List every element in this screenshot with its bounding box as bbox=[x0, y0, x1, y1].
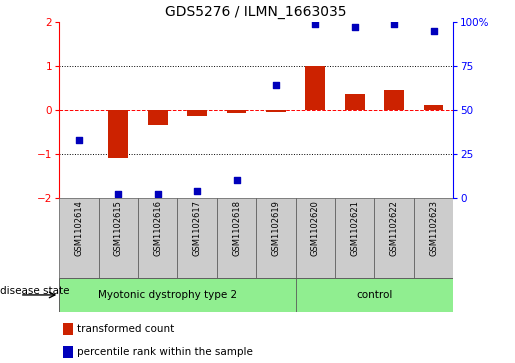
Title: GDS5276 / ILMN_1663035: GDS5276 / ILMN_1663035 bbox=[165, 5, 347, 19]
Text: GSM1102619: GSM1102619 bbox=[271, 200, 280, 256]
Point bbox=[430, 28, 438, 33]
Bar bbox=[148, 110, 167, 125]
Bar bbox=[335, 198, 374, 278]
Bar bbox=[217, 198, 256, 278]
Bar bbox=[187, 110, 207, 117]
Bar bbox=[109, 110, 128, 158]
Text: GSM1102621: GSM1102621 bbox=[350, 200, 359, 256]
Bar bbox=[305, 66, 325, 110]
Bar bbox=[296, 278, 453, 312]
Point bbox=[232, 177, 241, 183]
Bar bbox=[59, 278, 296, 312]
Text: GSM1102623: GSM1102623 bbox=[429, 200, 438, 256]
Bar bbox=[63, 323, 73, 335]
Text: GSM1102622: GSM1102622 bbox=[390, 200, 399, 256]
Text: transformed count: transformed count bbox=[77, 324, 174, 334]
Point bbox=[351, 24, 359, 30]
Text: GSM1102615: GSM1102615 bbox=[114, 200, 123, 256]
Text: GSM1102618: GSM1102618 bbox=[232, 200, 241, 256]
Point bbox=[75, 137, 83, 143]
Point bbox=[193, 188, 201, 194]
Bar bbox=[266, 110, 286, 112]
Bar bbox=[59, 198, 99, 278]
Text: GSM1102620: GSM1102620 bbox=[311, 200, 320, 256]
Bar bbox=[256, 198, 296, 278]
Text: percentile rank within the sample: percentile rank within the sample bbox=[77, 347, 253, 358]
Bar bbox=[177, 198, 217, 278]
Text: control: control bbox=[356, 290, 392, 300]
Text: disease state: disease state bbox=[0, 286, 70, 296]
Bar bbox=[227, 110, 246, 113]
Bar bbox=[63, 346, 73, 358]
Point bbox=[311, 21, 319, 26]
Bar bbox=[345, 94, 365, 110]
Point bbox=[272, 82, 280, 88]
Text: Myotonic dystrophy type 2: Myotonic dystrophy type 2 bbox=[98, 290, 237, 300]
Text: GSM1102617: GSM1102617 bbox=[193, 200, 201, 256]
Bar bbox=[414, 198, 453, 278]
Bar bbox=[296, 198, 335, 278]
Bar bbox=[99, 198, 138, 278]
Bar bbox=[138, 198, 177, 278]
Point bbox=[390, 21, 398, 26]
Text: GSM1102614: GSM1102614 bbox=[75, 200, 83, 256]
Point bbox=[114, 191, 123, 197]
Bar bbox=[424, 105, 443, 110]
Point bbox=[153, 191, 162, 197]
Bar bbox=[374, 198, 414, 278]
Text: GSM1102616: GSM1102616 bbox=[153, 200, 162, 256]
Bar bbox=[384, 90, 404, 110]
